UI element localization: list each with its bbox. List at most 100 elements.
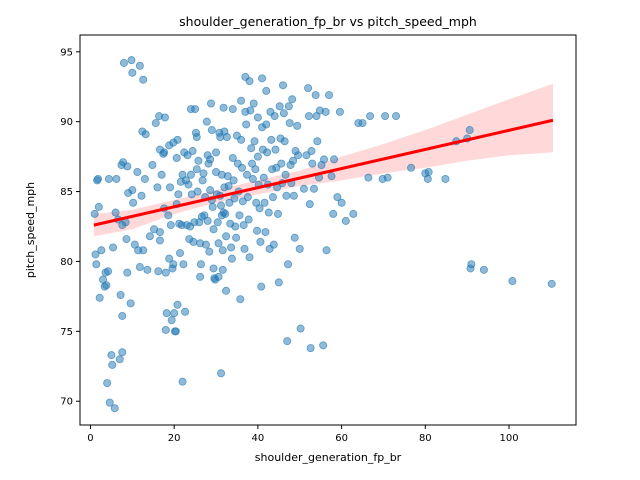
data-point xyxy=(153,183,162,192)
data-point xyxy=(174,190,183,199)
data-point xyxy=(320,155,329,164)
data-point xyxy=(126,299,135,308)
data-point xyxy=(242,120,251,129)
data-point xyxy=(171,327,180,336)
x-tick-label: 80 xyxy=(419,433,432,444)
data-point xyxy=(94,202,103,211)
data-point xyxy=(358,119,367,128)
data-point xyxy=(244,215,253,224)
data-point xyxy=(255,204,264,213)
data-point xyxy=(330,155,339,164)
data-point xyxy=(341,216,350,225)
data-point xyxy=(110,404,119,413)
data-point xyxy=(192,133,201,142)
data-point xyxy=(260,198,269,207)
data-point xyxy=(304,112,313,121)
data-point xyxy=(91,250,100,259)
x-axis: 0 20 40 60 80 100 xyxy=(87,425,519,444)
data-point xyxy=(214,272,223,281)
data-point xyxy=(170,309,179,318)
data-point xyxy=(116,290,125,299)
data-point xyxy=(206,186,215,195)
data-point xyxy=(183,151,192,160)
data-point xyxy=(262,120,271,129)
data-point xyxy=(423,174,432,183)
data-point xyxy=(165,183,174,192)
data-point xyxy=(263,148,272,157)
data-point xyxy=(248,174,257,183)
data-point xyxy=(313,137,322,146)
y-tick-label: 70 xyxy=(60,397,73,408)
data-point xyxy=(137,191,146,200)
y-tick-label: 80 xyxy=(60,257,73,268)
plot-frame xyxy=(79,34,577,426)
data-point xyxy=(162,309,171,318)
data-point xyxy=(223,172,232,181)
data-point xyxy=(167,316,176,325)
y-tick-label: 75 xyxy=(60,327,73,338)
data-point xyxy=(282,191,291,200)
data-point xyxy=(191,105,200,114)
data-point xyxy=(299,184,308,193)
data-point xyxy=(199,169,208,178)
data-point xyxy=(267,135,276,144)
data-point xyxy=(221,209,230,218)
data-point xyxy=(424,167,433,176)
data-point xyxy=(172,154,181,163)
data-point xyxy=(251,165,260,174)
data-point xyxy=(107,351,116,360)
plot-area xyxy=(79,34,577,426)
data-point xyxy=(103,379,112,388)
data-point xyxy=(135,61,144,70)
data-point xyxy=(319,341,328,350)
data-point xyxy=(115,355,124,364)
data-point xyxy=(232,233,241,242)
data-point xyxy=(160,148,169,157)
data-point xyxy=(202,117,211,126)
data-point xyxy=(293,121,302,130)
data-point xyxy=(235,211,244,220)
data-point xyxy=(259,173,268,182)
data-point xyxy=(151,119,160,128)
data-point xyxy=(213,218,222,227)
data-point xyxy=(222,286,231,295)
data-point xyxy=(465,126,474,135)
data-point xyxy=(325,91,334,100)
data-point xyxy=(289,191,298,200)
data-point xyxy=(108,360,117,369)
data-point xyxy=(237,135,246,144)
data-point xyxy=(109,243,118,252)
data-point xyxy=(236,295,245,304)
data-point xyxy=(92,260,101,269)
data-point xyxy=(305,200,314,209)
data-point xyxy=(295,244,304,253)
data-point xyxy=(214,239,223,248)
data-point xyxy=(161,325,170,334)
data-point xyxy=(279,109,288,118)
data-point xyxy=(274,278,283,287)
data-point xyxy=(275,102,284,111)
data-point xyxy=(311,91,320,100)
data-point xyxy=(253,226,262,235)
data-point xyxy=(245,253,254,262)
data-point xyxy=(224,181,233,190)
data-point xyxy=(337,198,346,207)
data-point xyxy=(243,170,252,179)
data-point xyxy=(240,244,249,253)
data-point xyxy=(228,105,237,114)
data-point xyxy=(270,112,279,121)
data-point xyxy=(127,56,136,65)
data-point xyxy=(104,267,113,276)
data-point xyxy=(145,232,154,241)
data-point xyxy=(141,130,150,139)
data-point xyxy=(160,113,169,122)
data-point xyxy=(302,151,311,160)
data-point xyxy=(237,96,246,105)
data-point xyxy=(196,272,205,281)
data-point xyxy=(157,170,166,179)
data-point xyxy=(222,232,231,241)
data-point xyxy=(133,167,142,176)
data-point xyxy=(93,174,102,183)
x-tick-label: 100 xyxy=(499,433,518,444)
data-point xyxy=(231,222,240,231)
